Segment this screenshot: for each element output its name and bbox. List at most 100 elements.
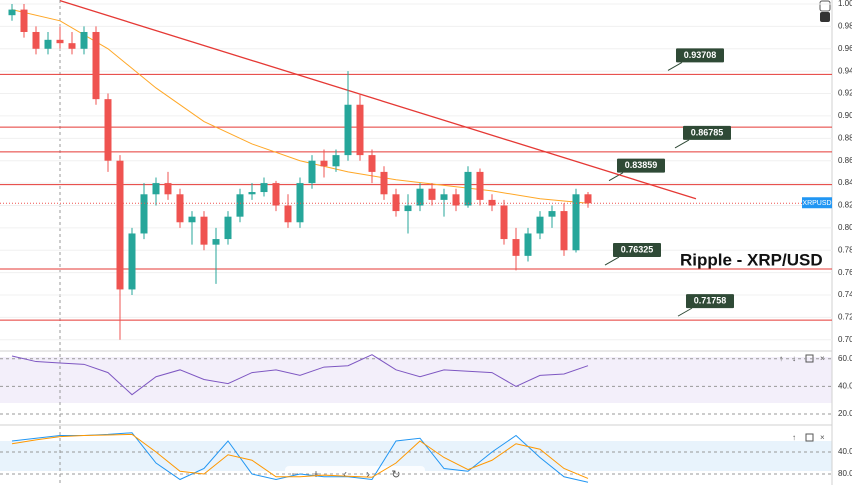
- callout-arrow: [674, 139, 690, 149]
- candle-body: [560, 211, 568, 251]
- callout-label: 0.93708: [684, 50, 717, 60]
- candle-body: [296, 183, 304, 223]
- callout-box: [676, 48, 724, 63]
- candle-body: [440, 194, 448, 200]
- candle-body: [212, 239, 220, 245]
- candle-body: [476, 171, 484, 200]
- candle-body: [248, 192, 256, 195]
- y-tick-label: 0.80: [838, 223, 852, 232]
- settings-button[interactable]: [820, 12, 830, 22]
- y-tick-label: 80.00: [838, 469, 852, 478]
- candle-body: [8, 9, 16, 16]
- candle-body: [176, 194, 184, 223]
- y-tick-label: 0.74: [838, 290, 852, 299]
- candle-body: [428, 188, 436, 200]
- y-tick-label: 0.98: [838, 21, 852, 30]
- candle-body: [116, 160, 124, 290]
- stochastic-line: [11, 433, 589, 479]
- candle-body: [380, 171, 388, 195]
- candle-body: [512, 239, 520, 256]
- toolbar-bg: [285, 466, 425, 484]
- callout-arrow: [677, 307, 693, 317]
- trendline: [59, 0, 697, 200]
- callout-label: 0.83859: [625, 160, 658, 170]
- moving-average: [11, 9, 589, 204]
- maximize[interactable]: [805, 433, 814, 442]
- candle-body: [92, 31, 100, 100]
- y-tick-label: 0.76: [838, 268, 852, 277]
- candle-body: [488, 199, 496, 206]
- y-tick-label: 0.96: [838, 44, 852, 53]
- candle-body: [104, 99, 112, 161]
- y-tick-label: 40.00: [838, 447, 852, 456]
- candle-body: [308, 160, 316, 184]
- callout-label: 0.71758: [694, 296, 727, 306]
- zoom-in[interactable]: +: [312, 467, 319, 481]
- candle-body: [464, 171, 472, 206]
- y-tick-label: 20.00: [838, 409, 852, 418]
- y-tick-label: 0.90: [838, 111, 852, 120]
- y-tick-label: 0.86: [838, 156, 852, 165]
- y-tick-label: 1.00: [838, 0, 852, 8]
- y-tick-label: 60.00: [838, 354, 852, 363]
- y-tick-label: 0.94: [838, 66, 852, 75]
- move-up[interactable]: ↑: [792, 433, 796, 442]
- y-tick-label: 0.88: [838, 133, 852, 142]
- candle-body: [44, 39, 52, 49]
- symbol-tag: [802, 197, 832, 209]
- candle-body: [164, 183, 172, 195]
- candle-body: [344, 104, 352, 156]
- candle-body: [140, 194, 148, 234]
- candle-body: [284, 205, 292, 223]
- callout-box: [683, 125, 731, 140]
- candle-body: [272, 183, 280, 206]
- candle-body: [56, 39, 64, 44]
- candle-body: [548, 211, 556, 217]
- y-tick-label: 0.70: [838, 335, 852, 344]
- callout-box: [686, 294, 734, 309]
- candle-body: [536, 216, 544, 234]
- candle-body: [32, 31, 40, 49]
- rsi-line: [11, 354, 589, 396]
- candle-body: [392, 194, 400, 212]
- symbol-label: XRPUSD: [802, 200, 831, 207]
- y-tick-label: 0.78: [838, 245, 852, 254]
- y-tick-label: 0.92: [838, 89, 852, 98]
- callout-box: [613, 243, 661, 258]
- y-tick-label: 0.84: [838, 178, 852, 187]
- y-tick-label: 0.82: [838, 201, 852, 210]
- callout-label: 0.86785: [691, 127, 724, 137]
- candle-body: [236, 194, 244, 217]
- y-tick-label: 0.72: [838, 313, 852, 322]
- stochastic-line: [11, 432, 589, 483]
- callout-arrow: [608, 172, 624, 182]
- candle-body: [68, 43, 76, 49]
- close[interactable]: ×: [820, 433, 825, 442]
- candle-body: [356, 104, 364, 156]
- callout-label: 0.76325: [621, 244, 654, 254]
- candle-body: [404, 205, 412, 212]
- candle-body: [188, 216, 196, 223]
- candle-body: [572, 194, 580, 251]
- add-button[interactable]: [819, 0, 831, 12]
- candle-body: [200, 216, 208, 245]
- candle-body: [416, 188, 424, 206]
- candle-body: [20, 9, 28, 32]
- rsi-band: [0, 357, 832, 403]
- callout-arrow: [667, 61, 683, 71]
- candle-body: [368, 155, 376, 172]
- candle-body: [320, 160, 328, 167]
- candle-body: [80, 31, 88, 49]
- candle-body: [524, 233, 532, 256]
- candle-body: [452, 194, 460, 206]
- y-tick-label: 40.00: [838, 382, 852, 391]
- reset[interactable]: ↻: [391, 469, 400, 481]
- candle-body: [152, 183, 160, 195]
- chart-title: Ripple - XRP/USD: [680, 250, 823, 269]
- candle-body: [584, 194, 592, 204]
- candle-body: [128, 233, 136, 290]
- candle-body: [332, 155, 340, 167]
